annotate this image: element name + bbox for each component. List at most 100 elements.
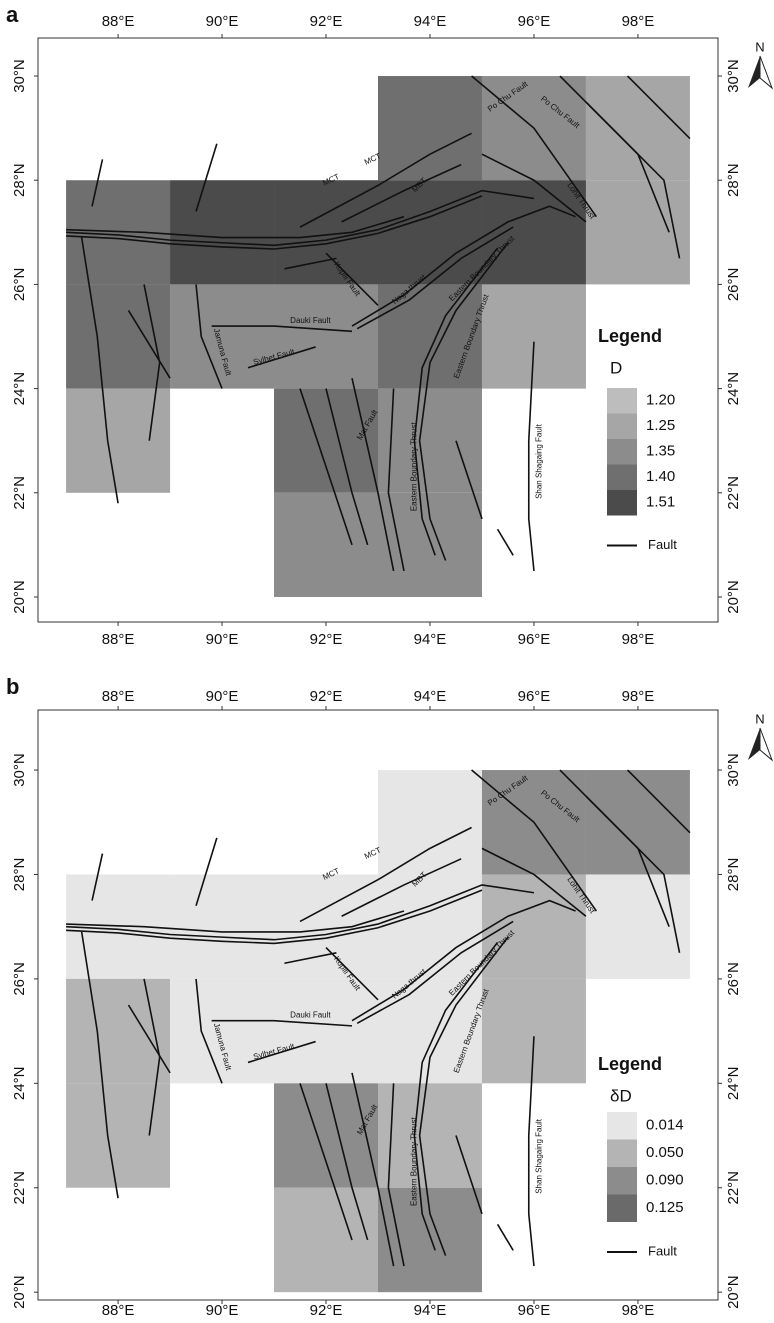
legend-swatch: [607, 1167, 637, 1195]
legend-swatch: [607, 1195, 637, 1223]
legend-label: 1.40: [646, 468, 675, 485]
x-tick-label: 92°E: [310, 688, 343, 705]
north-arrow: [760, 56, 772, 88]
legend-variable: δD: [610, 1086, 632, 1105]
x-tick-label: 94°E: [414, 631, 447, 648]
x-tick-label: 92°E: [310, 631, 343, 648]
legend-title: Legend: [598, 1054, 662, 1074]
fault-label: Eastern Boundary Thrust: [410, 422, 419, 512]
y-tick-label: 22°N: [11, 476, 28, 510]
grid-cell: [378, 493, 482, 597]
y-tick-label: 24°N: [725, 1067, 742, 1101]
legend-swatch: [607, 388, 637, 414]
legend-swatch: [607, 1112, 637, 1140]
y-tick-label: 28°N: [11, 163, 28, 197]
fault-label: Eastern Boundary Thrust: [410, 1116, 419, 1206]
legend-fault-label: Fault: [648, 537, 677, 552]
y-tick-label: 28°N: [11, 858, 28, 892]
y-tick-label: 22°N: [725, 476, 742, 510]
y-tick-label: 20°N: [11, 1275, 28, 1309]
x-tick-label: 98°E: [622, 688, 655, 705]
legend-label: 0.050: [646, 1144, 684, 1161]
x-tick-label: 98°E: [622, 13, 655, 30]
legend-swatch: [607, 439, 637, 465]
north-arrow: [748, 56, 760, 88]
north-arrow: [748, 728, 760, 760]
grid-cell: [274, 284, 378, 388]
legend-label: 0.014: [646, 1117, 684, 1134]
legend-fault-label: Fault: [648, 1243, 677, 1258]
y-tick-label: 26°N: [725, 268, 742, 302]
grid-cell: [482, 874, 586, 978]
grid-cell: [274, 1188, 378, 1292]
y-tick-label: 30°N: [11, 753, 28, 787]
grid-cell: [586, 770, 690, 874]
grid-cell: [482, 284, 586, 388]
y-tick-label: 30°N: [11, 59, 28, 93]
y-tick-label: 30°N: [725, 59, 742, 93]
x-tick-label: 94°E: [414, 1302, 447, 1318]
x-tick-label: 96°E: [518, 13, 551, 30]
x-tick-label: 92°E: [310, 1302, 343, 1318]
legend-swatch: [607, 490, 637, 516]
grid-cell: [482, 979, 586, 1083]
grid-cell: [170, 874, 274, 978]
fault-label: Shan Shagaing Fault: [534, 1118, 543, 1194]
y-tick-label: 22°N: [725, 1171, 742, 1205]
grid-cell: [378, 770, 482, 874]
y-tick-label: 22°N: [11, 1171, 28, 1205]
y-tick-label: 24°N: [725, 372, 742, 406]
legend-label: 1.35: [646, 443, 675, 460]
x-tick-label: 88°E: [102, 631, 135, 648]
y-tick-label: 26°N: [11, 268, 28, 302]
fault-label: Shan Shagaing Fault: [534, 423, 543, 499]
grid-cell: [170, 180, 274, 284]
x-tick-label: 90°E: [206, 688, 239, 705]
x-tick-label: 90°E: [206, 631, 239, 648]
y-tick-label: 28°N: [725, 163, 742, 197]
legend-variable: D: [610, 358, 622, 377]
y-tick-label: 20°N: [725, 580, 742, 614]
north-label: N: [755, 39, 764, 54]
grid-cell: [274, 493, 378, 597]
y-tick-label: 26°N: [725, 962, 742, 996]
x-tick-label: 94°E: [414, 13, 447, 30]
y-tick-label: 28°N: [725, 858, 742, 892]
fault-label: Dauki Fault: [290, 316, 331, 325]
grid-cell: [482, 180, 586, 284]
figure: aPo Chu FaultPo Chu FaultLohit ThrustMCT…: [0, 0, 774, 1318]
legend-swatch: [607, 414, 637, 440]
y-tick-label: 30°N: [725, 753, 742, 787]
north-label: N: [755, 711, 764, 726]
legend-label: 1.20: [646, 392, 675, 409]
grid-cell: [378, 76, 482, 180]
x-tick-label: 94°E: [414, 688, 447, 705]
x-tick-label: 96°E: [518, 688, 551, 705]
panel-label: a: [6, 2, 19, 27]
legend-swatch: [607, 1140, 637, 1168]
y-tick-label: 24°N: [11, 1067, 28, 1101]
x-tick-label: 90°E: [206, 1302, 239, 1318]
y-tick-label: 20°N: [725, 1275, 742, 1309]
grid-cell: [274, 979, 378, 1083]
grid-cell: [586, 76, 690, 180]
legend-swatch: [607, 465, 637, 491]
grid-cell: [378, 1188, 482, 1292]
north-arrow: [760, 728, 772, 760]
fault-label: Dauki Fault: [290, 1011, 331, 1020]
panel-label: b: [6, 674, 19, 699]
x-tick-label: 88°E: [102, 688, 135, 705]
x-tick-label: 96°E: [518, 631, 551, 648]
x-tick-label: 92°E: [310, 13, 343, 30]
y-tick-label: 20°N: [11, 580, 28, 614]
legend-label: 1.25: [646, 417, 675, 434]
x-tick-label: 96°E: [518, 1302, 551, 1318]
legend-label: 0.125: [646, 1199, 684, 1216]
x-tick-label: 98°E: [622, 631, 655, 648]
legend-title: Legend: [598, 326, 662, 346]
y-tick-label: 26°N: [11, 962, 28, 996]
legend-label: 1.51: [646, 494, 675, 511]
x-tick-label: 88°E: [102, 1302, 135, 1318]
